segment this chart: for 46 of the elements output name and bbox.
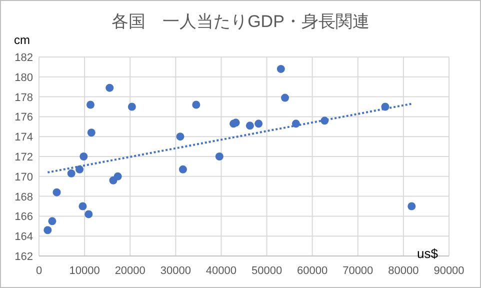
point	[178, 165, 187, 174]
y-axis-title: cm	[14, 33, 30, 47]
x-tick-label: 60000	[297, 265, 328, 277]
y-tick-label: 180	[14, 72, 33, 84]
x-tick-label: 10000	[69, 265, 100, 277]
point	[192, 100, 200, 109]
point	[281, 94, 289, 102]
y-tick-label: 166	[14, 211, 33, 224]
x-tick-label: 80000	[388, 265, 419, 277]
point	[76, 165, 84, 174]
x-axis-title: us$	[417, 246, 439, 261]
x-tick-label: 30000	[160, 265, 191, 277]
y-tick-label: 170	[14, 171, 33, 184]
point	[408, 202, 416, 210]
point	[44, 226, 52, 234]
y-tick-label: 168	[14, 191, 33, 204]
x-tick-label: 20000	[114, 265, 146, 277]
point	[128, 102, 136, 111]
point	[176, 132, 184, 141]
y-tick-label: 174	[14, 132, 33, 144]
point	[84, 210, 93, 218]
x-tick-label: 50000	[251, 265, 282, 277]
point	[106, 84, 114, 92]
y-tick-label: 172	[14, 152, 33, 164]
y-tick-label: 164	[14, 231, 33, 244]
point	[215, 152, 224, 160]
point	[246, 122, 254, 130]
point	[80, 152, 88, 160]
x-tick-label: 40000	[206, 265, 237, 277]
point	[254, 120, 263, 128]
y-tick-label: 176	[14, 112, 33, 124]
point	[48, 217, 56, 226]
point	[114, 172, 122, 180]
point	[52, 188, 61, 196]
y-tick-label: 182	[14, 52, 33, 64]
x-tick-label: 0	[36, 265, 42, 277]
x-tick-label: 90000	[434, 265, 464, 277]
point	[276, 64, 285, 73]
point	[78, 202, 87, 210]
point	[87, 128, 96, 137]
y-tick-label: 178	[14, 92, 33, 104]
point	[67, 169, 76, 178]
x-tick-label: 70000	[342, 265, 374, 277]
chart-title: 各国 一人当たりGDP・身長関連	[112, 12, 370, 31]
point	[86, 100, 94, 109]
y-tick-label: 162	[14, 251, 33, 263]
